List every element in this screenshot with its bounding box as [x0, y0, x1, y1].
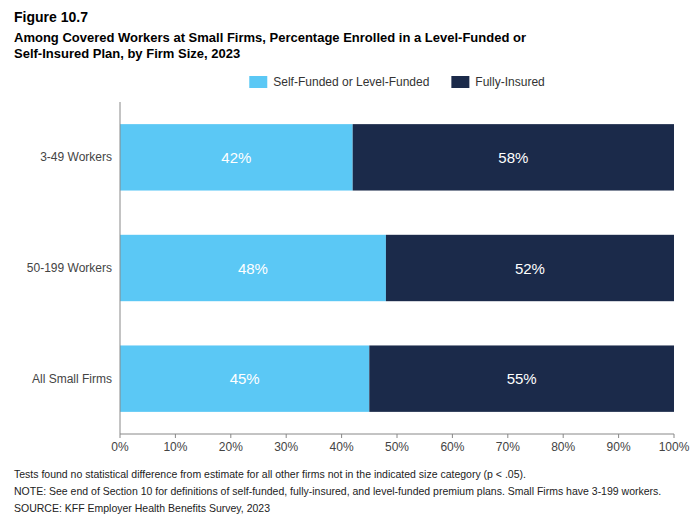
text-line: Among Covered Workers at Small Firms, Pe… [14, 30, 526, 45]
x-tick [286, 434, 287, 438]
footnote: NOTE: See end of Section 10 for definiti… [14, 485, 661, 497]
x-tick-label: 80% [551, 440, 575, 454]
x-tick [175, 434, 176, 438]
legend-swatch [249, 76, 267, 88]
x-tick [397, 434, 398, 438]
bar [120, 124, 353, 190]
subtitle: Among Covered Workers at Small Firms, Pe… [14, 30, 526, 61]
title: Figure 10.7 [14, 9, 88, 25]
text-line: SOURCE: KFF Employer Health Benefits Sur… [14, 502, 270, 514]
text-line: Tests found no statistical difference fr… [14, 468, 526, 480]
footnote: Tests found no statistical difference fr… [14, 468, 526, 480]
text-line: Figure 10.7 [14, 9, 88, 25]
x-tick [674, 434, 675, 438]
x-tick [618, 434, 619, 438]
data-label: 55% [507, 370, 537, 387]
x-tick-label: 20% [219, 440, 243, 454]
legend-label: Self-Funded or Level-Funded [273, 75, 429, 89]
x-tick-label: 10% [163, 440, 187, 454]
category-label: 50-199 Workers [27, 261, 112, 275]
data-label: 58% [498, 149, 528, 166]
x-tick [341, 434, 342, 438]
category-label: All Small Firms [32, 372, 112, 386]
x-tick-label: 30% [274, 440, 298, 454]
legend-item: Fully-Insured [451, 75, 544, 89]
data-label: 52% [515, 260, 545, 277]
data-labels: 42% 58% 48% 52% 45% 55% [221, 149, 545, 387]
x-tick [507, 434, 508, 438]
x-tick-label: 50% [385, 440, 409, 454]
legend-item: Self-Funded or Level-Funded [249, 75, 429, 89]
legend-label: Fully-Insured [475, 75, 544, 89]
bar [353, 124, 674, 190]
category-label: 3-49 Workers [40, 150, 112, 164]
x-tick [120, 434, 121, 438]
bars [120, 124, 674, 412]
bar [386, 235, 674, 301]
x-tick-label: 40% [330, 440, 354, 454]
x-axis: 0% 10% 20% 30% 40% 50% 60% 70% 80% 90% 100% [111, 434, 689, 454]
x-tick [452, 434, 453, 438]
x-tick [563, 434, 564, 438]
y-axis-line [120, 102, 121, 434]
legend-swatch [451, 76, 469, 88]
y-axis: 3-49 Workers 50-199 Workers All Small Firm… [27, 102, 120, 434]
chart: Figure 10.7 Among Covered Workers at Smal… [0, 0, 698, 525]
bar [369, 345, 674, 411]
x-tick [230, 434, 231, 438]
legend: Self-Funded or Level-Funded Fully-Insured [249, 75, 544, 89]
x-tick-label: 100% [659, 440, 690, 454]
footnote: SOURCE: KFF Employer Health Benefits Sur… [14, 502, 270, 514]
data-label: 48% [238, 260, 268, 277]
x-tick-label: 70% [496, 440, 520, 454]
data-label: 42% [221, 149, 251, 166]
x-tick-label: 90% [607, 440, 631, 454]
text-line: Self-Insured Plan, by Firm Size, 2023 [14, 46, 240, 61]
footnotes: Tests found no statistical difference fr… [14, 468, 661, 514]
x-tick-label: 0% [111, 440, 129, 454]
bar [120, 235, 386, 301]
x-tick-label: 60% [440, 440, 464, 454]
bar [120, 345, 369, 411]
text-line: NOTE: See end of Section 10 for definiti… [14, 485, 661, 497]
data-label: 45% [230, 370, 260, 387]
